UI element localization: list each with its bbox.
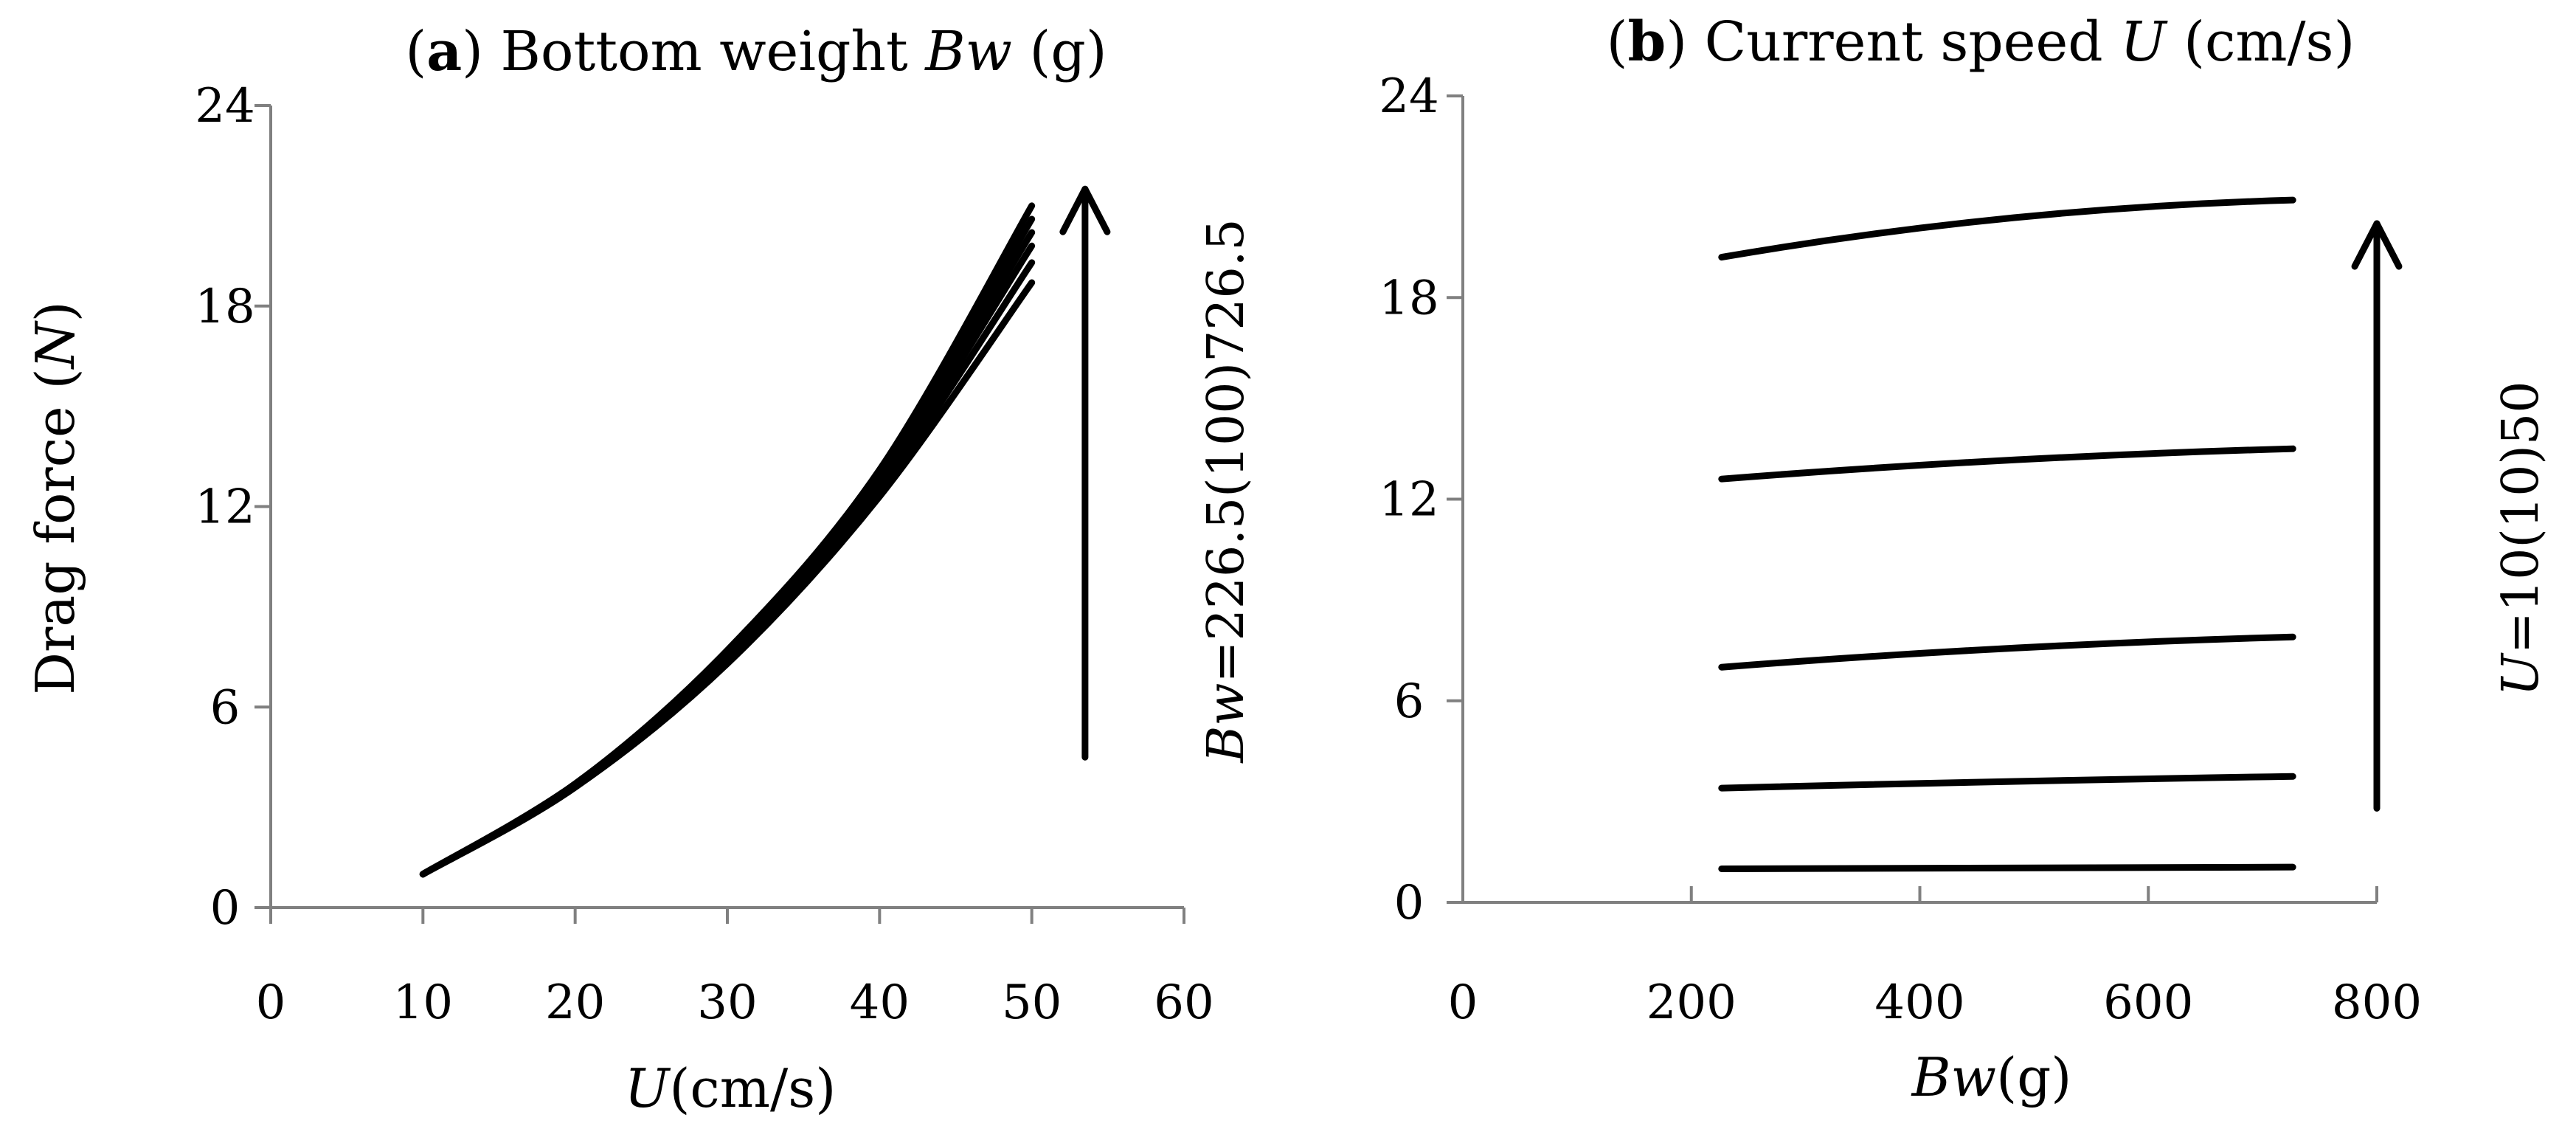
panel-b-y-tick-label: 6 <box>1394 674 1424 729</box>
panel-a-ylabel: Drag force (N) <box>24 301 86 694</box>
panel-b-title: (b) Current speed U (cm/s) <box>1607 10 2355 74</box>
panel-a-series-line-2 <box>419 259 1036 878</box>
panel-a-annotation: Bw=226.5(100)726.5 <box>1197 218 1256 764</box>
panel-b-plot-area: 0 6 12 18 24 0 200 400 600 800 <box>1379 69 2422 1030</box>
panel-b: (b) Current speed U (cm/s) Bw(g) U=10(10… <box>1379 10 2550 1108</box>
panel-a-ylabel-text: Drag force ( <box>24 368 86 694</box>
panel-a-series-line-3 <box>419 242 1036 878</box>
panel-a-y-tick-label: 0 <box>210 881 240 936</box>
panel-a: (a) Bottom weight Bw (g) Drag force (N) … <box>24 20 1256 1119</box>
panel-a-annotation-var: Bw <box>1197 683 1256 764</box>
panel-a-series-line-4 <box>419 229 1036 878</box>
panel-b-title-prefix: b <box>1627 10 1666 74</box>
panel-b-series-line-4 <box>1718 445 2296 483</box>
panel-b-annotation-var: U <box>2492 652 2550 696</box>
panel-b-series-line-1 <box>1718 863 2296 872</box>
panel-b-arrow-head <box>2351 220 2403 270</box>
panel-b-x-tick-label: 400 <box>1874 975 1964 1030</box>
panel-b-title-text: Current speed <box>1687 10 2120 74</box>
panel-b-x-tick-label: 0 <box>1448 975 1478 1030</box>
panel-b-y-tick-label: 24 <box>1379 69 1438 124</box>
panel-a-plot-area: 0 6 12 18 24 0 10 20 30 40 50 60 <box>195 79 1213 1030</box>
panel-a-x-tick-label: 0 <box>256 975 286 1030</box>
panel-a-arrow-head <box>1059 185 1111 235</box>
panel-a-x-tick-label: 40 <box>850 975 910 1030</box>
panel-a-x-tick-label: 60 <box>1154 975 1213 1030</box>
panel-a-series-line-5 <box>419 215 1036 878</box>
panel-a-title-unit: (g) <box>1012 20 1107 83</box>
panel-b-annotation: U=10(10)50 <box>2492 381 2550 697</box>
panel-b-xlabel: Bw(g) <box>1911 1046 2072 1108</box>
panel-b-series-line-3 <box>1718 633 2296 671</box>
panel-b-series-line-5 <box>1718 196 2296 261</box>
panel-a-y-tick-label: 24 <box>195 79 255 134</box>
panel-b-xlabel-unit: (g) <box>1996 1046 2071 1108</box>
panel-a-title-prefix: a <box>426 20 462 83</box>
panel-a-ylabel-var: N <box>24 319 86 370</box>
panel-b-x-tick-label: 200 <box>1647 975 1737 1030</box>
panel-a-x-tick-label: 20 <box>545 975 605 1030</box>
panel-a-title: (a) Bottom weight Bw (g) <box>405 20 1107 83</box>
panel-a-y-tick-label: 6 <box>210 680 240 735</box>
panel-b-y-tick-label: 0 <box>1394 876 1424 930</box>
panel-a-xlabel-unit: (cm/s) <box>669 1057 836 1119</box>
panel-a-y-tick-label: 18 <box>195 280 255 334</box>
panel-a-x-tick-label: 50 <box>1002 975 1062 1030</box>
panel-b-title-var: U <box>2120 10 2168 74</box>
panel-a-x-tick-label: 30 <box>697 975 757 1030</box>
panel-b-xlabel-var: Bw <box>1911 1046 1997 1108</box>
panel-a-title-var: Bw <box>924 20 1012 83</box>
panel-b-x-tick-label: 600 <box>2103 975 2193 1030</box>
panel-a-ylabel-close: ) <box>24 301 86 322</box>
panel-b-series-line-2 <box>1718 773 2296 792</box>
panel-b-x-tick-label: 800 <box>2332 975 2422 1030</box>
panel-b-title-unit: (cm/s) <box>2167 10 2355 74</box>
panel-b-y-tick-label: 18 <box>1379 271 1438 325</box>
panel-b-annotation-text: =10(10)50 <box>2492 381 2550 654</box>
panel-a-y-tick-label: 12 <box>195 480 255 535</box>
panel-a-series-line-6 <box>419 202 1036 878</box>
panel-a-xlabel: U(cm/s) <box>625 1057 837 1119</box>
panel-b-y-tick-label: 12 <box>1379 473 1438 528</box>
panel-a-xlabel-var: U <box>625 1057 671 1119</box>
panel-a-title-text: Bottom weight <box>483 20 925 83</box>
panel-a-annotation-text: =226.5(100)726.5 <box>1197 218 1256 683</box>
panel-a-x-tick-label: 10 <box>393 975 453 1030</box>
